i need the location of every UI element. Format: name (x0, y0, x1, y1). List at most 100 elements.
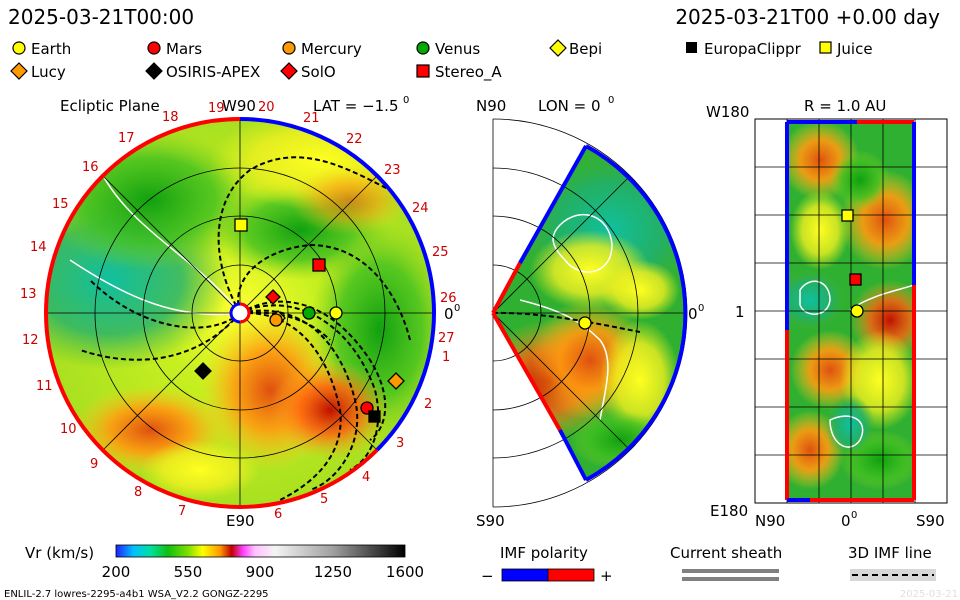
ecliptic-polarity-border-blue (239, 117, 437, 452)
legend-item-earth: Earth (12, 40, 71, 58)
meridional-polarity-border-red (491, 312, 562, 431)
ecliptic-vr-field (46, 119, 434, 507)
header-right-time: 2025-03-21T00 +0.00 day (675, 5, 940, 29)
meridional-right-degree: 0 (698, 303, 704, 314)
current-sheath-line-bottom (682, 577, 779, 581)
solo-marker (265, 289, 281, 305)
meridional-polarity-border-blue (518, 145, 588, 264)
header-left-time: 2025-03-21T00:00 (8, 5, 194, 29)
venus-marker (302, 306, 316, 320)
current-sheath-legend: Current sheath (670, 544, 782, 581)
ecliptic-lat-label: LAT = −1.5 (313, 97, 399, 115)
carrington-numbers: 1 2 3 4 5 6 7 8 9 10 11 12 13 14 15 16 1… (20, 100, 457, 522)
ecliptic-panel: Ecliptic Plane LAT = −1.5 0 W90 E90 0 0 (20, 95, 460, 530)
imf-positive-swatch (547, 568, 595, 582)
legend-label: Stereo_A (435, 63, 502, 82)
legend-label: Mercury (301, 40, 362, 58)
imf-polarity-legend: IMF polarity − + (481, 544, 613, 585)
colorbar-gradient (115, 544, 406, 558)
meridional-top-label: N90 (476, 97, 506, 115)
legend: Earth Mars Mercury Venus Bepi EuropaClip… (10, 39, 873, 82)
map-x-mid-label: 0 (841, 512, 851, 530)
carrington-number: 9 (90, 457, 98, 472)
imf-polarity-title: IMF polarity (500, 544, 588, 562)
carrington-number: 8 (134, 485, 142, 500)
carrington-number: 27 (438, 331, 455, 346)
map-y-top-label: W180 (706, 103, 749, 121)
map-x-left-label: N90 (755, 512, 785, 530)
legend-item-lucy: Lucy (10, 62, 66, 81)
carrington-number: 17 (118, 131, 135, 146)
meridional-earth-marker (578, 316, 592, 330)
europaclippr-marker-icon (686, 42, 697, 53)
imf-line-legend: 3D IMF line (848, 544, 936, 581)
carrington-number: 7 (178, 504, 186, 519)
legend-item-juice: Juice (819, 40, 873, 58)
stereo-a-marker-icon (416, 64, 430, 78)
legend-label: OSIRIS-APEX (166, 63, 260, 81)
mercury-marker (269, 313, 283, 327)
mercury-marker-icon (282, 41, 296, 55)
legend-label: Lucy (31, 63, 66, 81)
meridional-lon-degree: 0 (608, 95, 614, 106)
map-panel: R = 1.0 AU W180 1 E180 N90 0 0 S90 (706, 97, 948, 530)
osiris-apex-marker (194, 362, 212, 380)
ecliptic-lat-degree: 0 (403, 95, 409, 106)
map-earth-marker (850, 304, 864, 318)
europaclippr-marker (368, 410, 381, 423)
colorbar-tick: 1250 (314, 563, 352, 581)
carrington-number: 21 (303, 111, 320, 126)
ecliptic-polarity-border-red (43, 117, 379, 510)
legend-label: Earth (31, 40, 71, 58)
carrington-number: 20 (258, 100, 275, 115)
map-x-right-label: S90 (916, 512, 945, 530)
carrington-number: 4 (362, 470, 370, 485)
legend-label: Venus (435, 40, 480, 58)
colorbar-tick: 900 (246, 563, 275, 581)
carrington-number: 14 (30, 240, 47, 255)
carrington-number: 2 (424, 397, 432, 412)
carrington-number: 6 (274, 507, 282, 522)
ecliptic-right-degree: 0 (454, 303, 460, 314)
earth-marker-icon (12, 41, 26, 55)
carrington-number: 24 (412, 201, 429, 216)
lucy-marker-icon (10, 62, 28, 80)
carrington-number: 3 (396, 436, 404, 451)
map-y-mid-label: 1 (735, 303, 745, 321)
map-x-mid-degree: 0 (851, 510, 857, 521)
carrington-number: 10 (60, 422, 77, 437)
carrington-number: 19 (208, 101, 225, 116)
ecliptic-right-label: 0 (444, 305, 454, 323)
current-sheath-title: Current sheath (670, 544, 782, 562)
legend-item-stereo-a: Stereo_A (416, 63, 502, 82)
ecliptic-top-label: W90 (222, 97, 256, 115)
legend-label: Bepi (569, 40, 602, 58)
carrington-number: 26 (440, 291, 457, 306)
legend-item-mars: Mars (147, 40, 202, 58)
carrington-number: 13 (20, 287, 37, 302)
meridional-bottom-label: S90 (476, 512, 505, 530)
juice-marker (234, 218, 248, 232)
meridional-lon-label: LON = 0 (538, 97, 601, 115)
map-juice-marker (841, 209, 854, 222)
meridional-right-label: 0 (688, 305, 698, 323)
ecliptic-bottom-label: E90 (226, 512, 255, 530)
imf-minus-sign: − (481, 567, 494, 585)
legend-item-solo: SolO (280, 62, 336, 81)
legend-label: Juice (836, 40, 873, 58)
legend-label: SolO (301, 63, 336, 81)
osiris-apex-marker-icon (145, 62, 163, 80)
map-title: R = 1.0 AU (804, 97, 886, 115)
carrington-number: 25 (432, 245, 449, 260)
legend-label: EuropaClippr (704, 40, 802, 58)
carrington-number: 18 (162, 110, 179, 125)
footer-model-info: ENLIL-2.7 lowres-2295-a4b1 WSA_V2.2 GONG… (4, 589, 269, 600)
colorbar: Vr (km/s) 200 550 900 1250 1600 (25, 544, 424, 581)
colorbar-tick: 200 (102, 563, 131, 581)
imf-negative-swatch (501, 568, 549, 582)
legend-item-bepi: Bepi (549, 39, 602, 58)
legend-item-osiris-apex: OSIRIS-APEX (145, 62, 260, 81)
carrington-number: 1 (442, 350, 450, 365)
carrington-number: 22 (346, 132, 363, 147)
